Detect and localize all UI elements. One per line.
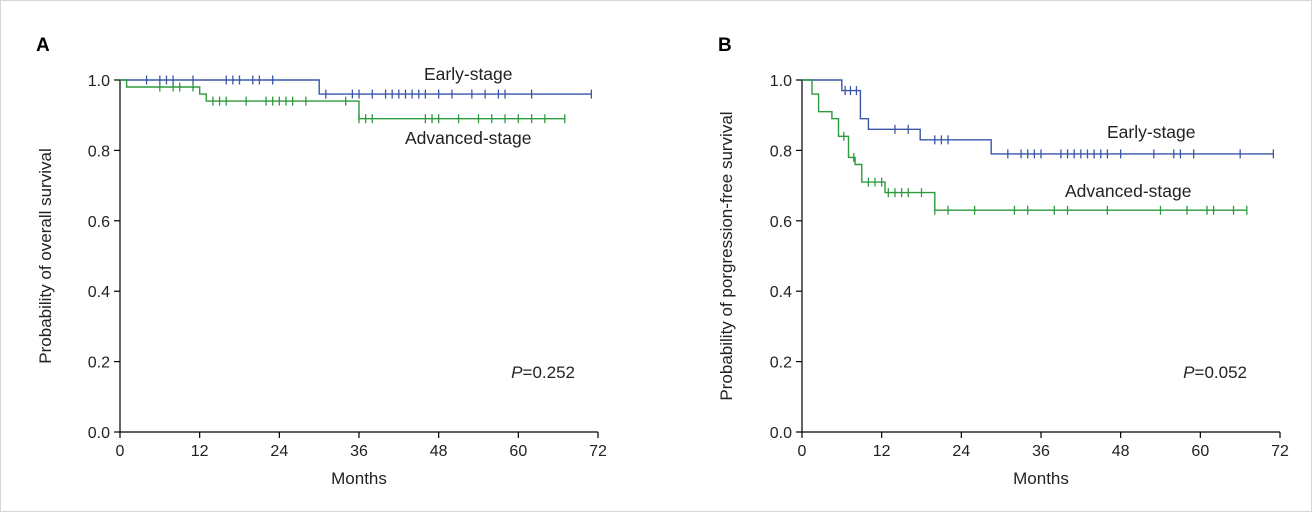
y-tick-label: 0.8 — [770, 143, 792, 160]
y-tick-label: 0.2 — [770, 355, 792, 372]
series-early-stage — [120, 75, 593, 99]
x-tick-label: 60 — [509, 443, 527, 460]
x-axis-title: Months — [1013, 469, 1069, 488]
y-tick-label: 0.2 — [88, 355, 110, 372]
p-value-prefix: P — [511, 363, 523, 382]
x-tick-label: 0 — [116, 443, 125, 460]
survival-curve — [802, 79, 1274, 155]
panel-a: A 0 12 24 36 48 60 72 0.0 0.2 0.4 0.6 0.8 1.0 Months Pr… — [36, 35, 607, 488]
y-tick-label: 0.4 — [770, 284, 792, 301]
x-tick-label: 72 — [589, 443, 607, 460]
series-label: Early-stage — [424, 64, 513, 84]
y-tick-label: 0.0 — [88, 425, 110, 442]
y-axis-title: Probability of overall survival — [36, 148, 55, 363]
y-tick-label: 0.4 — [88, 284, 110, 301]
y-axis-title: Probability of porgression-free survival — [717, 111, 736, 400]
series-label: Advanced-stage — [405, 128, 531, 148]
series-advanced-stage — [120, 79, 566, 124]
x-tick-label: 48 — [430, 443, 448, 460]
panel-letter: A — [36, 35, 50, 56]
p-value-annotation: P=0.252 — [511, 363, 575, 382]
y-tick-label: 1.0 — [770, 73, 792, 90]
series-advanced-stage — [802, 79, 1248, 215]
y-tick-label: 0.8 — [88, 143, 110, 160]
p-value-value: =0.052 — [1195, 363, 1247, 382]
p-value-value: =0.252 — [523, 363, 575, 382]
series-label: Advanced-stage — [1065, 181, 1191, 201]
x-tick-label: 24 — [952, 443, 970, 460]
y-tick-label: 0.0 — [770, 425, 792, 442]
x-tick-label: 36 — [350, 443, 368, 460]
x-tick-label: 12 — [873, 443, 891, 460]
survival-curve — [802, 79, 1247, 211]
survival-curve — [120, 79, 565, 120]
survival-curve — [120, 79, 592, 95]
y-tick-label: 0.6 — [88, 214, 110, 231]
p-value-annotation: P=0.052 — [1183, 363, 1247, 382]
p-value-prefix: P — [1183, 363, 1195, 382]
x-tick-label: 36 — [1032, 443, 1050, 460]
x-tick-label: 48 — [1112, 443, 1130, 460]
x-tick-label: 60 — [1191, 443, 1209, 460]
y-tick-label: 1.0 — [88, 73, 110, 90]
x-axis-title: Months — [331, 469, 387, 488]
y-tick-label: 0.6 — [770, 214, 792, 231]
panel-b: B 0 12 24 36 48 60 72 0.0 0.2 0.4 0.6 0.8 1.0 Months Pr… — [717, 35, 1289, 488]
x-tick-label: 12 — [191, 443, 209, 460]
series-label: Early-stage — [1107, 122, 1196, 142]
x-tick-label: 0 — [798, 443, 807, 460]
panel-letter: B — [718, 35, 732, 56]
series-early-stage — [802, 79, 1275, 159]
x-tick-label: 72 — [1271, 443, 1289, 460]
x-tick-label: 24 — [270, 443, 288, 460]
